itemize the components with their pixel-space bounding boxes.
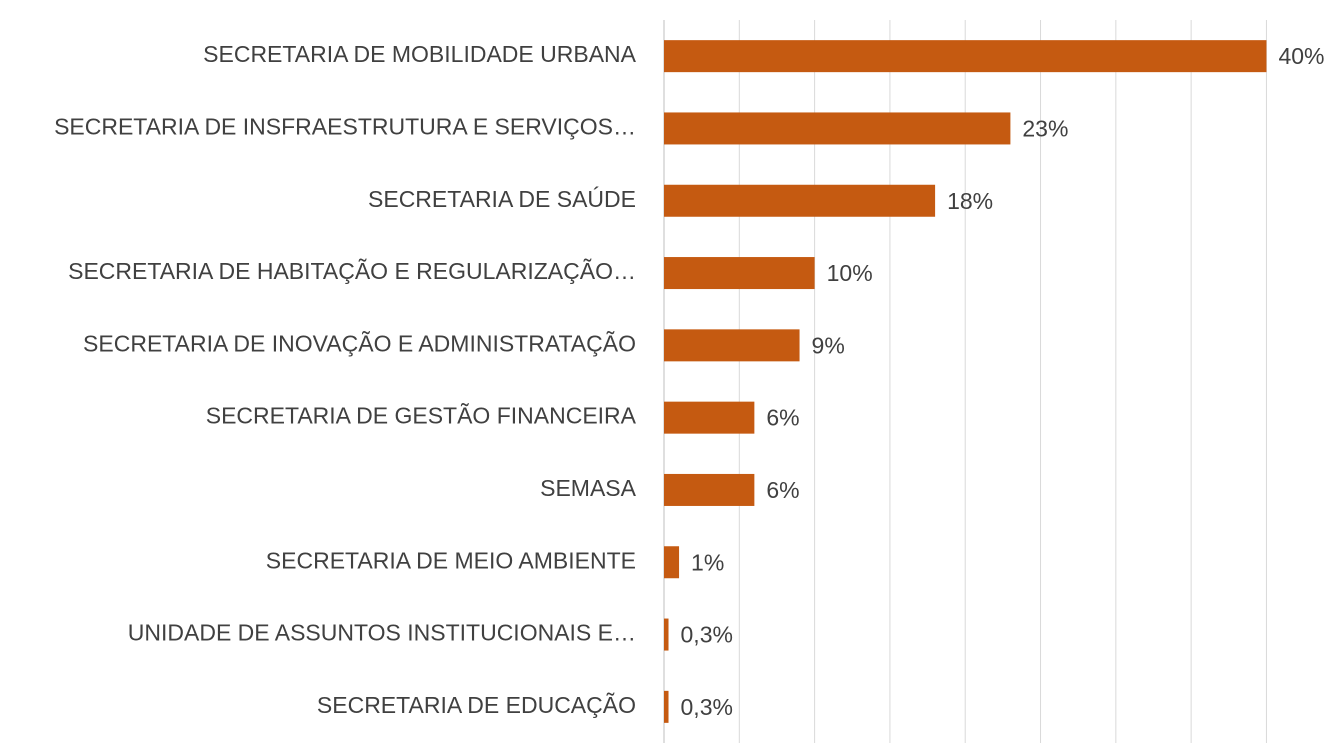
data-label: 18% (947, 188, 993, 214)
y-tick-label: UNIDADE DE ASSUNTOS INSTITUCIONAIS E… (128, 620, 636, 646)
y-tick-label: SECRETARIA DE MOBILIDADE URBANA (203, 41, 636, 67)
data-label: 23% (1022, 116, 1068, 142)
data-label: 10% (827, 260, 873, 286)
bar (664, 329, 800, 362)
data-label: 40% (1278, 43, 1324, 69)
y-tick-label: SECRETARIA DE HABITAÇÃO E REGULARIZAÇÃO… (68, 258, 636, 284)
bar (664, 690, 669, 723)
data-label: 0,3% (681, 694, 733, 720)
y-tick-label: SECRETARIA DE MEIO AMBIENTE (266, 547, 636, 573)
y-tick-label: SECRETARIA DE INOVAÇÃO E ADMINISTRATAÇÃO (83, 330, 636, 356)
data-label: 1% (691, 549, 724, 575)
bar (664, 257, 815, 290)
y-tick-label: SEMASA (540, 475, 637, 501)
bar (664, 473, 755, 506)
data-label: 6% (766, 477, 799, 503)
data-label: 6% (766, 405, 799, 431)
data-label: 0,3% (681, 622, 733, 648)
y-tick-label: SECRETARIA DE INSFRAESTRUTURA E SERVIÇOS… (54, 114, 636, 140)
bar (664, 40, 1267, 73)
bar (664, 546, 680, 579)
bar (664, 618, 669, 651)
data-label: 9% (812, 332, 845, 358)
y-tick-label: SECRETARIA DE GESTÃO FINANCEIRA (206, 403, 637, 429)
bar (664, 112, 1011, 145)
bar (664, 401, 755, 434)
bar (664, 184, 936, 217)
y-tick-label: SECRETARIA DE SAÚDE (368, 186, 636, 212)
y-tick-label: SECRETARIA DE EDUCAÇÃO (317, 692, 636, 718)
